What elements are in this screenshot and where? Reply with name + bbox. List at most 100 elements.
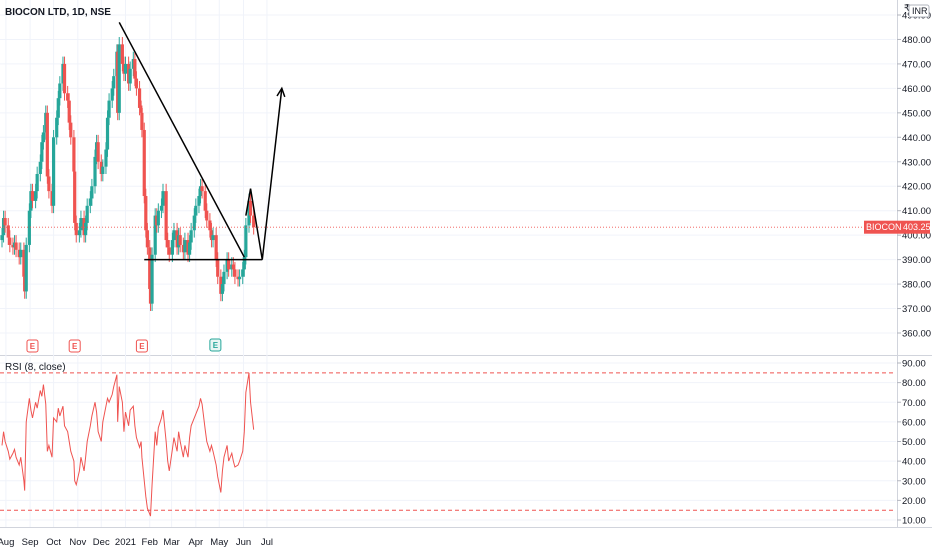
candle-body xyxy=(69,122,73,138)
projection-path[interactable] xyxy=(245,88,283,260)
earnings-marker[interactable]: E xyxy=(68,339,81,353)
candle-body xyxy=(178,235,182,245)
candle-body xyxy=(189,230,193,243)
earnings-marker[interactable]: E xyxy=(26,339,39,353)
candle-body xyxy=(161,191,165,206)
candle-body xyxy=(30,191,35,201)
time-tick-label: Jun xyxy=(236,537,251,548)
candle-body xyxy=(139,107,143,113)
candle-body xyxy=(105,117,110,150)
trend-drawings[interactable] xyxy=(118,21,286,261)
candle-body xyxy=(34,191,38,201)
earnings-marker-box xyxy=(209,338,222,352)
candle xyxy=(51,129,56,214)
candle-body xyxy=(128,68,132,84)
candle xyxy=(150,247,154,311)
candle-body xyxy=(205,210,209,221)
rsi-title: RSI (8, close) xyxy=(5,362,66,373)
candle-body xyxy=(79,218,83,231)
candle-body xyxy=(222,271,226,285)
earnings-marker-box xyxy=(68,339,81,353)
candle xyxy=(142,122,146,204)
currency-badge[interactable]: ₹ INR xyxy=(904,3,930,18)
candle-body xyxy=(203,191,207,211)
candle xyxy=(1,210,6,243)
candle-body xyxy=(216,259,220,277)
candle-body xyxy=(120,44,124,64)
candle-body xyxy=(159,205,164,211)
price-tick-label: 430.00 xyxy=(902,157,931,168)
candle-body xyxy=(41,132,46,143)
candle-body xyxy=(90,186,94,199)
candle-body xyxy=(220,284,225,294)
grid xyxy=(0,0,932,528)
candle xyxy=(189,222,193,250)
candle-body xyxy=(214,235,218,260)
candle-body xyxy=(96,142,100,162)
candle-body xyxy=(101,166,105,174)
currency-box xyxy=(908,4,930,18)
earnings-marker[interactable]: E xyxy=(209,338,222,352)
candle-body xyxy=(47,176,51,192)
candle-body xyxy=(72,137,76,172)
candle-body xyxy=(8,237,12,245)
price-candles xyxy=(0,37,896,311)
rsi-tick-label: 80.00 xyxy=(902,378,926,389)
candle-body xyxy=(183,240,187,253)
candle xyxy=(233,262,237,285)
price-tick-label: 370.00 xyxy=(902,304,931,315)
candle-body xyxy=(84,222,88,236)
candle-body xyxy=(66,93,70,101)
candle xyxy=(24,237,28,299)
rsi-line xyxy=(1,372,255,517)
candle xyxy=(134,71,139,96)
candle-body xyxy=(248,200,253,216)
time-tick-label: 2021 xyxy=(115,537,136,548)
candle xyxy=(205,203,209,228)
candle-body xyxy=(242,257,246,270)
earnings-marker[interactable]: E xyxy=(135,339,148,353)
descending-trendline[interactable] xyxy=(118,21,245,258)
candle xyxy=(156,203,160,233)
candle-body xyxy=(153,215,157,255)
candle-body xyxy=(88,198,92,206)
candle-body xyxy=(166,240,170,248)
candle-body xyxy=(85,205,89,223)
candle xyxy=(183,232,187,260)
rsi-tick-label: 40.00 xyxy=(902,457,926,468)
candle-body xyxy=(156,210,160,226)
candle-body xyxy=(144,196,148,231)
price-tick-label: 410.00 xyxy=(902,206,931,217)
candle xyxy=(167,240,171,263)
candle xyxy=(148,240,152,297)
candle xyxy=(69,115,73,145)
price-tick-label: 440.00 xyxy=(902,133,931,144)
candle-body xyxy=(67,100,71,123)
candle-body xyxy=(0,235,4,241)
candle-body xyxy=(24,244,28,292)
candle-body xyxy=(62,63,67,94)
candle-body xyxy=(167,247,171,255)
candle xyxy=(222,264,226,292)
candle-body xyxy=(133,59,137,79)
rsi-tick-label: 20.00 xyxy=(902,496,926,507)
candle-body xyxy=(233,269,237,277)
price-tick-label: 450.00 xyxy=(902,108,931,119)
rsi-axis: 10.00 20.00 30.00 40.00 50.00 60.00 70.00 80.00… xyxy=(897,359,926,527)
candle-body xyxy=(170,240,174,255)
rsi-tick-label: 10.00 xyxy=(902,516,926,527)
candle-body xyxy=(148,247,152,289)
rsi-plot xyxy=(0,372,896,517)
time-tick-label: Sep xyxy=(22,537,39,548)
rsi-tick-label: 70.00 xyxy=(902,398,926,409)
candle-body xyxy=(238,276,242,280)
candle-body xyxy=(231,264,235,270)
candle xyxy=(105,110,110,157)
candle-body xyxy=(117,44,121,113)
candle xyxy=(216,252,220,285)
candle-body xyxy=(51,137,56,206)
candle xyxy=(19,242,23,265)
candle xyxy=(58,76,62,106)
candle-body xyxy=(142,129,146,197)
